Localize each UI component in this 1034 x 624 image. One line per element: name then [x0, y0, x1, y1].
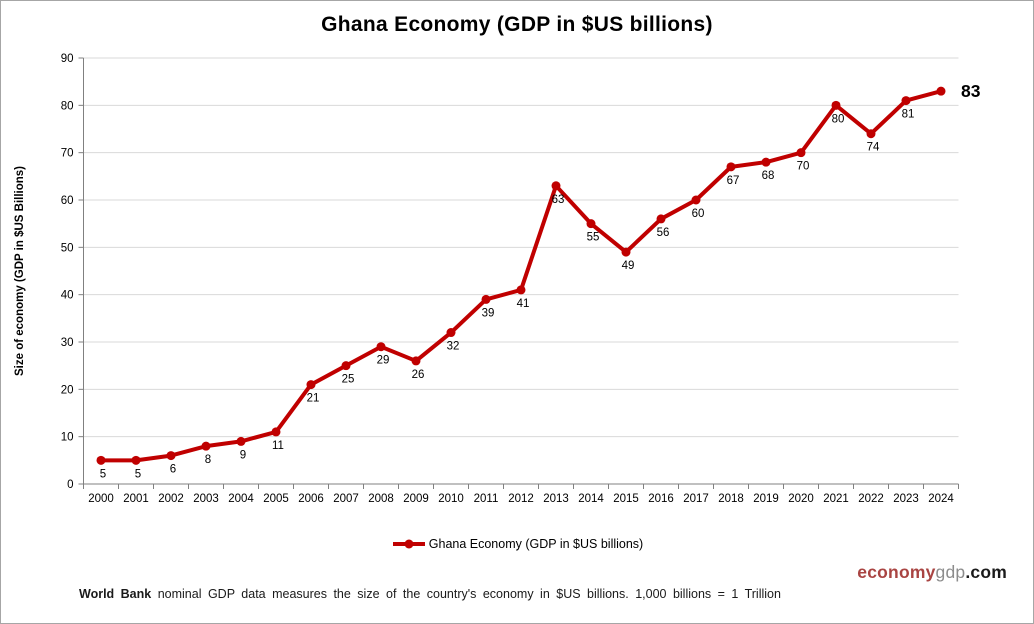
svg-text:2019: 2019 — [753, 493, 779, 505]
svg-text:2003: 2003 — [193, 493, 219, 505]
svg-text:49: 49 — [622, 260, 635, 272]
branding-gdp: gdp — [935, 562, 966, 582]
svg-text:56: 56 — [657, 227, 670, 239]
svg-text:70: 70 — [797, 161, 810, 173]
chart-title: Ghana Economy (GDP in $US billions) — [321, 13, 713, 36]
svg-text:2018: 2018 — [718, 493, 744, 505]
svg-text:67: 67 — [727, 175, 740, 187]
svg-text:30: 30 — [61, 337, 74, 349]
svg-text:83: 83 — [961, 81, 981, 101]
svg-text:2005: 2005 — [263, 493, 289, 505]
svg-text:5: 5 — [135, 468, 141, 480]
svg-text:29: 29 — [377, 355, 390, 367]
svg-text:2004: 2004 — [228, 493, 254, 505]
svg-text:2024: 2024 — [928, 493, 954, 505]
svg-text:2016: 2016 — [648, 493, 674, 505]
svg-text:50: 50 — [61, 242, 74, 254]
footer-bold-prefix: World Bank — [79, 587, 152, 601]
legend-line-marker-icon — [392, 539, 425, 549]
svg-text:2015: 2015 — [613, 493, 639, 505]
svg-text:2022: 2022 — [858, 493, 884, 505]
svg-text:2009: 2009 — [403, 493, 429, 505]
gdp-line-chart: 0 10 20 30 40 50 60 70 80 90 2000 2001 2002 2003 2004 2… — [14, 53, 981, 505]
svg-text:9: 9 — [240, 449, 246, 461]
svg-text:25: 25 — [342, 374, 355, 386]
svg-text:80: 80 — [61, 100, 74, 112]
svg-text:2021: 2021 — [823, 493, 849, 505]
legend: Ghana Economy (GDP in $US billions) — [1, 537, 1033, 551]
svg-text:2000: 2000 — [88, 493, 114, 505]
svg-text:41: 41 — [517, 298, 530, 310]
svg-text:2014: 2014 — [578, 493, 604, 505]
svg-text:60: 60 — [692, 208, 705, 220]
svg-text:5: 5 — [100, 468, 106, 480]
svg-text:10: 10 — [61, 432, 74, 444]
svg-text:21: 21 — [307, 393, 320, 405]
svg-text:80: 80 — [832, 113, 845, 125]
svg-text:2017: 2017 — [683, 493, 709, 505]
footer-text: nominal GDP data measures the size of th… — [151, 587, 781, 601]
svg-text:2006: 2006 — [298, 493, 324, 505]
svg-text:70: 70 — [61, 148, 74, 160]
svg-text:26: 26 — [412, 369, 425, 381]
site-branding: economygdp.com — [857, 562, 1007, 583]
svg-text:2008: 2008 — [368, 493, 394, 505]
svg-text:2007: 2007 — [333, 493, 359, 505]
svg-text:63: 63 — [552, 194, 565, 206]
svg-text:Size of economy (GDP in $US Bi: Size of economy (GDP in $US Billions) — [14, 166, 26, 376]
svg-text:90: 90 — [61, 53, 74, 65]
svg-text:2002: 2002 — [158, 493, 184, 505]
svg-text:32: 32 — [447, 341, 460, 353]
svg-text:20: 20 — [61, 384, 74, 396]
svg-text:2020: 2020 — [788, 493, 814, 505]
svg-text:40: 40 — [61, 290, 74, 302]
svg-text:81: 81 — [902, 109, 915, 121]
svg-text:2011: 2011 — [474, 493, 499, 505]
svg-text:11: 11 — [272, 440, 284, 452]
branding-economy: economy — [857, 562, 936, 582]
footer-note: World Bank nominal GDP data measures the… — [79, 587, 781, 601]
svg-text:8: 8 — [205, 454, 211, 466]
svg-text:2001: 2001 — [123, 493, 149, 505]
svg-text:2023: 2023 — [893, 493, 919, 505]
svg-text:2012: 2012 — [508, 493, 534, 505]
svg-text:0: 0 — [67, 479, 73, 491]
svg-text:60: 60 — [61, 195, 74, 207]
svg-text:68: 68 — [762, 170, 775, 182]
svg-text:55: 55 — [587, 232, 600, 244]
legend-label: Ghana Economy (GDP in $US billions) — [428, 537, 644, 551]
svg-text:2013: 2013 — [543, 493, 569, 505]
svg-text:39: 39 — [482, 307, 495, 319]
branding-com: .com — [965, 562, 1007, 582]
svg-text:2010: 2010 — [438, 493, 464, 505]
svg-text:74: 74 — [867, 142, 880, 154]
svg-text:6: 6 — [170, 464, 176, 476]
